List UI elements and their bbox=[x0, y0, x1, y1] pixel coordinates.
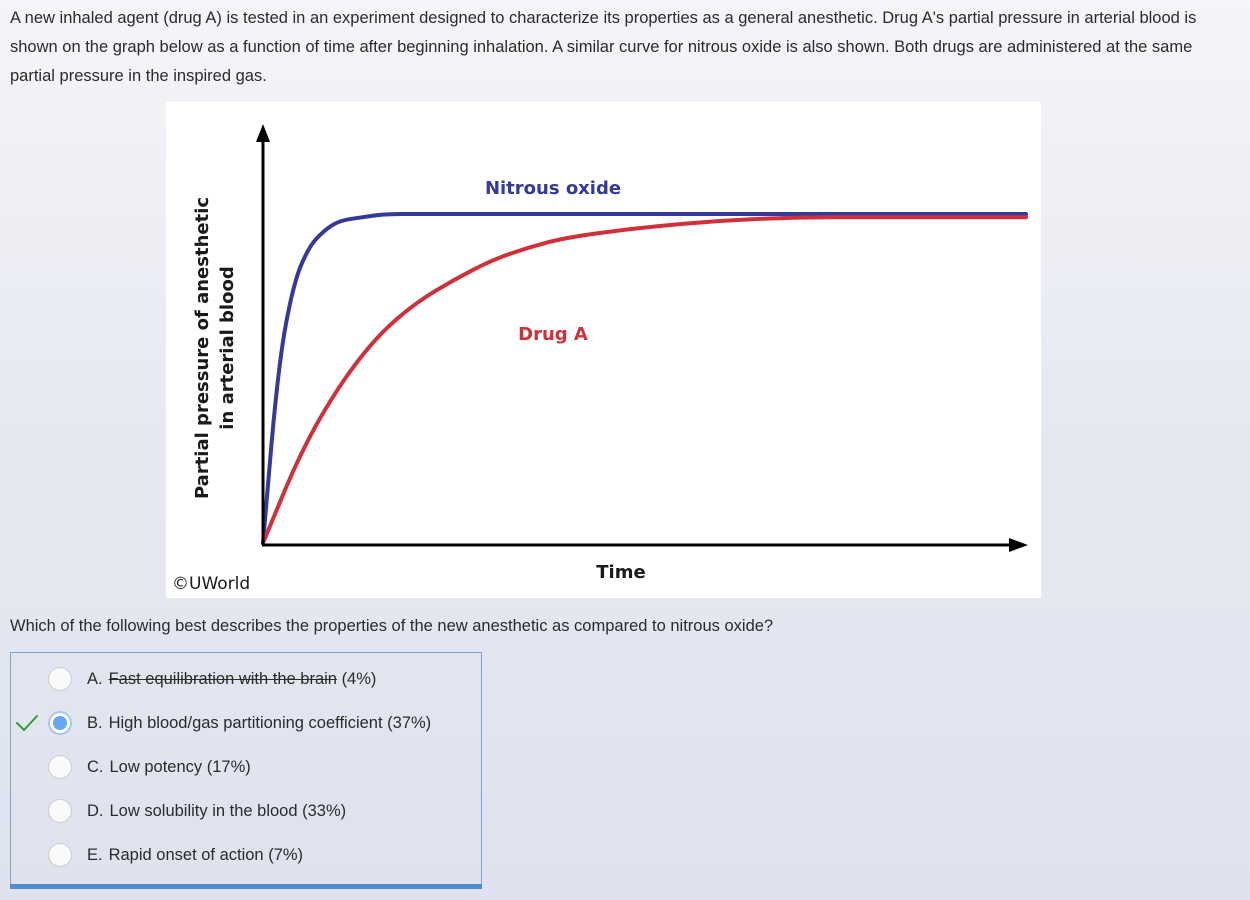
choice-b-radio[interactable] bbox=[48, 711, 72, 735]
anesthetic-uptake-figure: Nitrous oxide Drug A Time Partial pressu… bbox=[166, 102, 1041, 598]
y-axis-label-line-1: Partial pressure of anesthetic bbox=[192, 197, 213, 499]
choice-b-letter: B. bbox=[87, 713, 103, 732]
question-prompt: Which of the following best describes th… bbox=[10, 617, 774, 635]
series-label-nitrous-oxide: Nitrous oxide bbox=[485, 178, 621, 199]
choice-e-label: Rapid onset of action bbox=[108, 845, 264, 864]
choice-d-percent: (33%) bbox=[302, 801, 347, 820]
y-axis-label: Partial pressure of anesthetic in arteri… bbox=[192, 197, 238, 499]
choice-e-percent: (7%) bbox=[268, 845, 304, 864]
choice-c-radio[interactable] bbox=[48, 755, 72, 779]
choice-c-text[interactable]: C. Low potency (17%) bbox=[87, 758, 251, 777]
choice-d[interactable]: D. Low solubility in the blood (33%) bbox=[11, 796, 481, 826]
answer-choices: A. Fast equilibration with the brain (4%)… bbox=[10, 652, 482, 885]
x-axis-label: Time bbox=[596, 562, 645, 583]
choice-b-percent: (37%) bbox=[387, 713, 432, 732]
series-line-drug-a bbox=[261, 215, 1028, 545]
choice-a-label: Fast equilibration with the brain bbox=[108, 669, 337, 688]
series-label-drug-a: Drug A bbox=[518, 324, 588, 345]
y-axis-label-line-2: in arterial blood bbox=[217, 266, 238, 429]
choice-c[interactable]: C. Low potency (17%) bbox=[11, 752, 481, 782]
y-axis-arrow-icon bbox=[256, 124, 270, 142]
choice-b-text[interactable]: B. High blood/gas partitioning coefficien… bbox=[87, 714, 431, 733]
x-axis-arrow-icon bbox=[1009, 538, 1028, 552]
choice-d-text[interactable]: D. Low solubility in the blood (33%) bbox=[87, 802, 346, 821]
choice-a-radio[interactable] bbox=[48, 667, 72, 691]
choice-a-text[interactable]: A. Fast equilibration with the brain (4%) bbox=[87, 670, 376, 689]
choice-c-letter: C. bbox=[87, 757, 104, 776]
choice-a-percent: (4%) bbox=[341, 669, 377, 688]
choice-e-letter: E. bbox=[87, 845, 103, 864]
check-icon bbox=[16, 715, 38, 731]
choice-d-label: Low solubility in the blood bbox=[109, 801, 298, 820]
choice-b-label: High blood/gas partitioning coefficient bbox=[108, 713, 383, 732]
uptake-chart: Nitrous oxide Drug A Time Partial pressu… bbox=[172, 124, 1028, 594]
choice-d-radio[interactable] bbox=[48, 799, 72, 823]
series-line-nitrous-oxide bbox=[261, 211, 1028, 545]
choice-a-letter: A. bbox=[87, 669, 103, 688]
choice-e-radio[interactable] bbox=[48, 843, 72, 867]
question-stem: A new inhaled agent (drug A) is tested i… bbox=[10, 9, 1197, 85]
choice-e-text[interactable]: E. Rapid onset of action (7%) bbox=[87, 846, 303, 865]
choice-a[interactable]: A. Fast equilibration with the brain (4%) bbox=[11, 664, 481, 694]
answers-bottom-bar bbox=[10, 884, 482, 889]
choice-d-letter: D. bbox=[87, 801, 104, 820]
choice-c-label: Low potency bbox=[109, 757, 203, 776]
choice-e[interactable]: E. Rapid onset of action (7%) bbox=[11, 840, 481, 870]
copyright-label: ©UWorld bbox=[172, 574, 250, 594]
series-layer bbox=[261, 211, 1028, 545]
choice-b[interactable]: B. High blood/gas partitioning coefficien… bbox=[11, 708, 481, 738]
choice-c-percent: (17%) bbox=[206, 757, 251, 776]
